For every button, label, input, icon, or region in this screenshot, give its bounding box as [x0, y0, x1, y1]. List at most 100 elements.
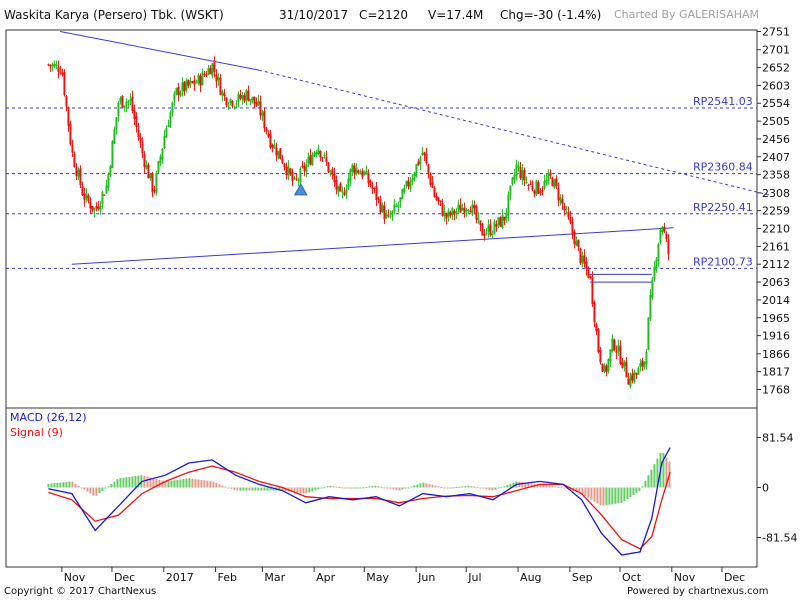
candle-body [179, 92, 182, 96]
candle-body [543, 181, 546, 189]
candle-body [651, 279, 654, 298]
candle-body [167, 125, 170, 127]
macd-histogram-bar [344, 487, 347, 489]
macd-histogram-bar [611, 487, 614, 505]
candle-body [459, 204, 462, 213]
macd-histogram-bar [329, 485, 332, 488]
candle-body [197, 74, 200, 84]
macd-histogram-bar [647, 475, 650, 488]
price-tick-label: 2063 [762, 276, 790, 289]
candle-body [387, 214, 390, 216]
candle-body [591, 276, 594, 305]
candle-body [455, 211, 458, 213]
candle-body [135, 116, 138, 128]
candle-body [601, 363, 604, 372]
candle-body [127, 100, 130, 103]
candle-body [609, 349, 612, 362]
candle-body [131, 96, 134, 111]
macd-histogram-bar [374, 485, 377, 488]
candle-body [59, 72, 62, 74]
price-tick-label: 2652 [762, 62, 790, 75]
macd-histogram-bar [590, 487, 593, 500]
macd-tick-label: 0 [762, 482, 769, 495]
candle-body [221, 91, 224, 96]
candle-body [391, 210, 394, 216]
candle-body [137, 129, 140, 138]
candle-body [67, 107, 70, 126]
macd-histogram-bar [428, 484, 431, 488]
candle-body [231, 100, 234, 107]
candle-body [465, 209, 468, 211]
candle-body [185, 80, 188, 91]
candle-body [433, 187, 436, 197]
macd-histogram-bar [470, 486, 473, 488]
candle-body [561, 199, 564, 204]
candle-body [57, 66, 60, 73]
candle-body [241, 95, 244, 99]
macd-histogram-bar [86, 487, 89, 492]
macd-histogram-bar [191, 478, 194, 488]
macd-histogram-bar [299, 487, 302, 493]
macd-histogram-bar [68, 481, 71, 488]
macd-histogram-bar [260, 487, 263, 491]
candle-body [519, 167, 522, 179]
candle-body [99, 205, 102, 211]
candle-body [371, 186, 374, 189]
candle-body [73, 154, 76, 168]
candle-body [219, 78, 222, 95]
candle-body [121, 95, 124, 108]
macd-histogram-bar [110, 483, 113, 488]
level-label: RP2541.03 [693, 95, 753, 108]
macd-lines [48, 447, 671, 556]
candle-body [107, 174, 110, 188]
level-label: RP2100.73 [693, 255, 753, 268]
candle-body [477, 217, 480, 220]
macd-histogram-bar [176, 479, 179, 488]
price-tick-label: 2603 [762, 79, 790, 92]
macd-histogram-bar [431, 484, 434, 488]
candle-body [361, 170, 364, 177]
candle-body [621, 362, 624, 368]
macd-histogram-bar [116, 479, 119, 488]
macd-histogram-bar [125, 477, 128, 488]
macd-histogram-bar [491, 487, 494, 491]
macd-histogram-bar [455, 487, 458, 489]
price-tick-label: 2308 [762, 187, 790, 200]
candle-body [597, 329, 600, 352]
macd-histogram-bar [497, 487, 500, 489]
candle-body [437, 197, 440, 202]
macd-histogram-bar [98, 487, 101, 494]
candle-body [659, 230, 662, 243]
macd-histogram-bar [302, 487, 305, 494]
macd-histogram-bar [440, 486, 443, 488]
candle-body [481, 223, 484, 236]
candle-body [343, 192, 346, 196]
candle-body [549, 172, 552, 176]
candle-body [265, 127, 268, 132]
date-readout: 31/10/2017 [279, 8, 349, 22]
candle-body [655, 259, 658, 270]
candle-body [111, 141, 114, 169]
candle-body [291, 172, 294, 182]
candle-body [467, 209, 470, 212]
candle-body [627, 378, 630, 385]
candle-body [389, 216, 392, 218]
candle-body [139, 137, 142, 143]
candle-body [583, 255, 586, 265]
candle-body [145, 164, 148, 169]
macd-histogram-bar [353, 487, 356, 489]
candle-body [531, 185, 534, 190]
candle-body [335, 180, 338, 190]
candle-body [271, 145, 274, 148]
candle-body [75, 167, 78, 176]
candle-body [425, 153, 428, 164]
macd-histogram-bar [458, 486, 461, 488]
candle-body [431, 182, 434, 188]
macd-histogram-bar [551, 486, 554, 488]
candle-body [191, 81, 194, 83]
candle-body [61, 73, 64, 75]
macd-histogram-bar [95, 487, 98, 496]
candle-body [293, 177, 296, 179]
macd-histogram-bar [272, 487, 275, 491]
